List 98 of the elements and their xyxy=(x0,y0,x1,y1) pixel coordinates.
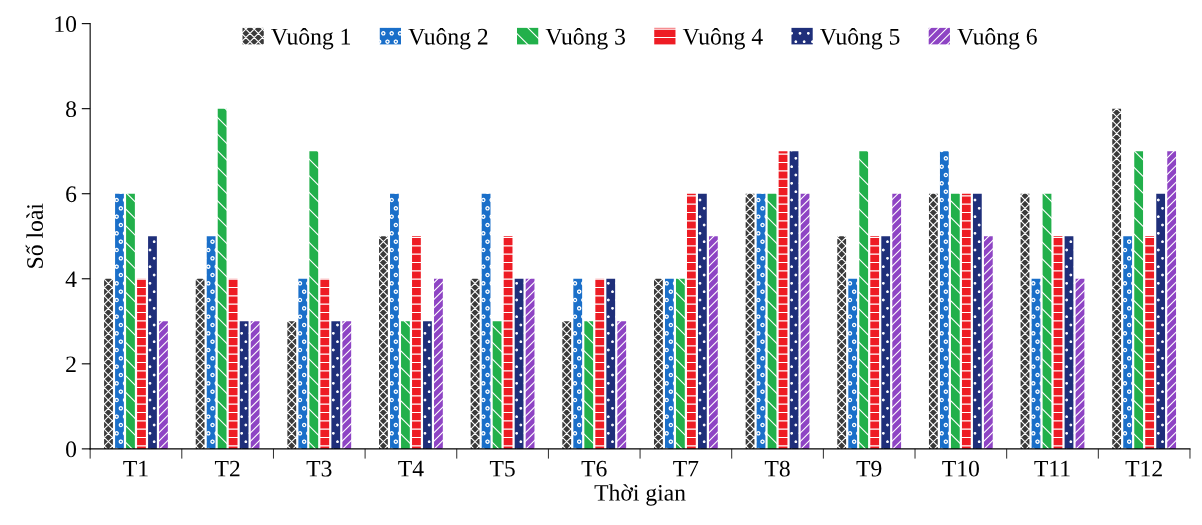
bar xyxy=(228,278,238,449)
x-tick-label: T5 xyxy=(489,460,515,477)
bar xyxy=(892,193,902,449)
x-tick-label: T6 xyxy=(581,460,607,477)
bar xyxy=(1167,151,1177,449)
legend-label: Vuông 2 xyxy=(408,27,488,50)
bar xyxy=(331,321,341,449)
legend-label: Vuông 1 xyxy=(271,27,351,50)
y-tick-label: 10 xyxy=(55,16,77,33)
bar xyxy=(789,151,799,449)
bar xyxy=(514,278,524,449)
bar xyxy=(573,278,583,449)
x-tick-label: T3 xyxy=(306,460,332,477)
bar xyxy=(562,321,572,449)
bar xyxy=(881,236,891,449)
x-tick-label: T2 xyxy=(214,460,240,477)
bar xyxy=(1020,193,1030,449)
bar xyxy=(848,278,858,449)
bar xyxy=(1042,193,1052,449)
bar xyxy=(148,236,157,449)
x-tick-label: T1 xyxy=(123,460,148,477)
bar xyxy=(309,151,319,449)
x-tick-label: T9 xyxy=(856,460,882,477)
bar xyxy=(390,193,399,449)
bar xyxy=(708,236,718,449)
y-tick-label: 0 xyxy=(66,441,77,458)
y-tick-label: 4 xyxy=(65,271,77,287)
bar xyxy=(1031,278,1041,449)
bar xyxy=(342,321,352,449)
bar xyxy=(1064,236,1074,449)
x-tick-label: T11 xyxy=(1034,460,1070,477)
y-tick-label: 2 xyxy=(66,356,76,373)
bar xyxy=(686,193,696,449)
bar xyxy=(379,236,388,449)
bar xyxy=(928,193,938,449)
bar xyxy=(492,321,502,449)
bar xyxy=(423,321,432,449)
bar xyxy=(525,278,535,449)
bar xyxy=(664,278,674,449)
bar xyxy=(250,321,260,449)
bar xyxy=(584,321,594,449)
bar xyxy=(972,193,982,449)
bar xyxy=(950,193,960,449)
legend-label: Vuông 6 xyxy=(957,27,1037,50)
bar xyxy=(675,278,685,449)
bar xyxy=(859,151,869,449)
bar xyxy=(401,321,410,449)
bar xyxy=(126,193,135,449)
bar xyxy=(1053,236,1063,449)
bar xyxy=(1134,151,1144,449)
bar xyxy=(470,278,480,449)
bar xyxy=(287,321,297,449)
bar xyxy=(961,193,971,449)
bar xyxy=(481,193,491,449)
bar xyxy=(767,193,777,449)
bar xyxy=(837,236,847,449)
y-axis-title: Số loài xyxy=(25,203,43,268)
bar xyxy=(298,278,308,449)
bar xyxy=(1123,236,1133,449)
bar xyxy=(745,193,755,449)
y-tick-label: 8 xyxy=(66,101,77,118)
bar xyxy=(115,193,124,449)
bar xyxy=(217,108,227,449)
bar xyxy=(195,278,205,449)
bar xyxy=(434,278,443,449)
bar xyxy=(1156,193,1166,449)
bar xyxy=(239,321,249,449)
bar xyxy=(778,151,788,449)
bar xyxy=(412,236,421,449)
bar xyxy=(137,278,146,449)
bar xyxy=(320,278,330,449)
x-tick-label: T4 xyxy=(398,460,424,477)
bar xyxy=(800,193,810,449)
bar xyxy=(756,193,766,449)
bar xyxy=(595,278,605,449)
bar xyxy=(1075,278,1085,449)
y-tick-label: 6 xyxy=(66,186,77,203)
bar xyxy=(206,236,216,449)
bar xyxy=(939,151,949,449)
bar xyxy=(1145,236,1155,449)
legend-label: Vuông 4 xyxy=(682,27,763,50)
bar xyxy=(606,278,616,449)
bar xyxy=(104,278,113,449)
bar xyxy=(697,193,707,449)
x-axis-title: Thời gian xyxy=(594,484,686,506)
bar xyxy=(617,321,627,449)
bar xyxy=(983,236,993,449)
bar xyxy=(503,236,513,449)
x-tick-label: T12 xyxy=(1125,460,1162,477)
legend-label: Vuông 3 xyxy=(545,27,625,50)
x-tick-label: T10 xyxy=(942,460,979,477)
x-tick-label: T7 xyxy=(673,460,699,477)
bar xyxy=(870,236,880,449)
bar xyxy=(1112,108,1122,449)
bar xyxy=(159,321,168,449)
x-tick-label: T8 xyxy=(764,460,790,477)
legend-label: Vuông 5 xyxy=(820,27,900,50)
bar xyxy=(654,278,663,449)
